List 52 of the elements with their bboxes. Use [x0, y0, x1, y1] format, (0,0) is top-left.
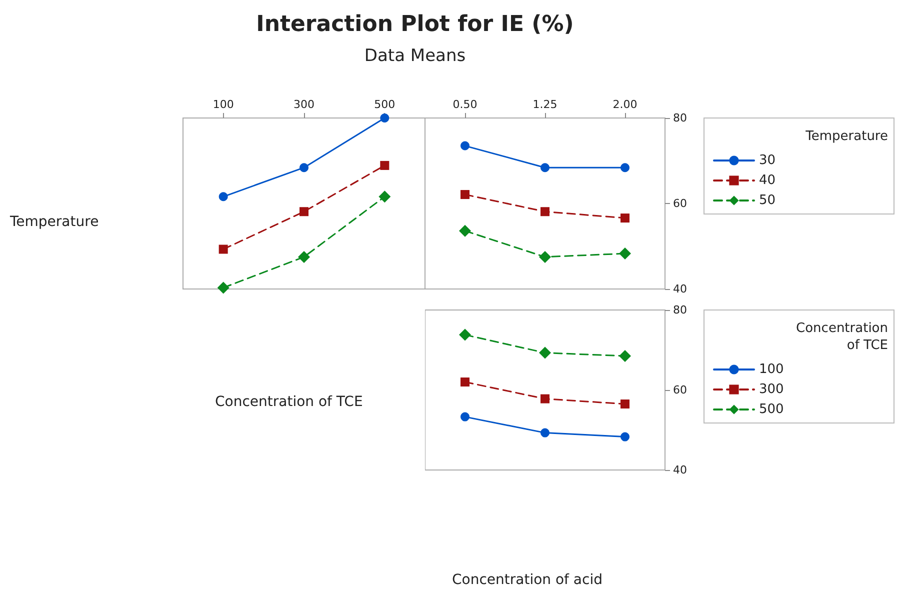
legend-label: 40 [759, 173, 776, 188]
legend-label: 500 [759, 402, 784, 417]
point [217, 282, 230, 294]
point [460, 378, 470, 386]
y-tick-label: 40 [673, 464, 687, 476]
x-tick-label: 1.25 [532, 98, 558, 111]
text: Concentration of acid [452, 572, 602, 588]
point [619, 248, 631, 260]
y-tick-label: 80 [673, 304, 687, 316]
point [378, 190, 391, 203]
point [218, 244, 228, 254]
x-tick-label: 300 [294, 98, 314, 111]
chart-title: Interaction Plot for IE (%) [255, 12, 575, 37]
y-tick-label: 60 [673, 197, 687, 210]
point [620, 400, 630, 408]
point [380, 114, 390, 122]
point [540, 428, 550, 438]
point [540, 163, 550, 172]
legend-label: 50 [759, 193, 776, 208]
point [539, 346, 551, 359]
text: Temperature [10, 214, 99, 230]
point [460, 141, 470, 150]
legend-label: 300 [759, 382, 784, 397]
point [460, 190, 470, 200]
point [460, 412, 470, 422]
legend-title: Temperature [804, 129, 888, 144]
point [459, 224, 471, 237]
point [619, 350, 631, 362]
point [459, 328, 471, 341]
x-tick-label: 0.50 [452, 98, 478, 111]
point [620, 214, 630, 223]
point [380, 160, 390, 170]
legend-title: Concentration of TCE [796, 321, 888, 353]
y-tick-label: 80 [673, 112, 687, 124]
point [540, 394, 550, 404]
legend-label: 100 [759, 362, 784, 377]
point [540, 207, 550, 216]
point [300, 207, 308, 216]
x-tick-label: 500 [374, 98, 396, 111]
y-tick-label: 60 [673, 384, 687, 396]
point [218, 192, 228, 202]
x-tick-label: 2.00 [612, 98, 638, 111]
point [620, 163, 630, 172]
x-tick-label: 100 [212, 98, 234, 111]
point [539, 250, 551, 263]
legend-label: 30 [759, 153, 776, 168]
chart-subtitle: Data Means [363, 46, 467, 66]
y-tick-label: 40 [673, 282, 687, 296]
point [300, 163, 308, 172]
point [620, 432, 630, 442]
point [298, 250, 310, 263]
text: Concentration of TCE [215, 394, 363, 410]
